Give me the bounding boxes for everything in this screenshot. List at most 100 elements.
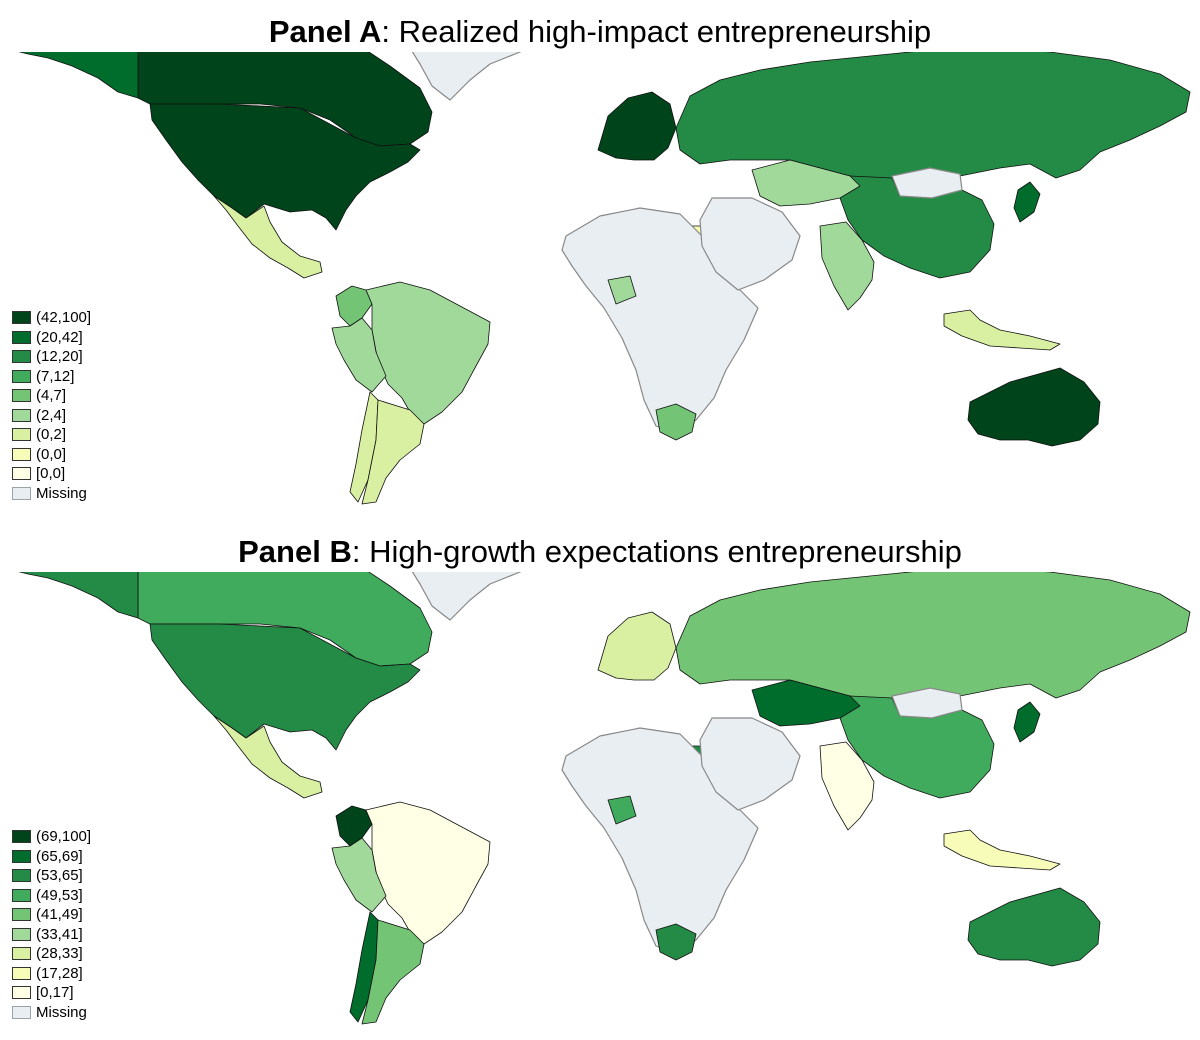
region-africa xyxy=(561,727,759,955)
region-colombia xyxy=(335,285,373,327)
region-alaska xyxy=(18,52,139,99)
panel-a-title-bold: Panel A xyxy=(268,14,382,49)
legend-a: (42,100] (20,42] (12,20] (7,12] (4,7] (2,4] (0… xyxy=(12,308,91,503)
region-indonesia xyxy=(943,829,1061,871)
legend-swatch xyxy=(12,369,31,383)
legend-swatch xyxy=(12,486,31,500)
legend-item: Missing xyxy=(12,1003,91,1023)
legend-item: (7,12] xyxy=(12,367,91,387)
region-colombia xyxy=(335,805,373,847)
legend-label: (28,33] xyxy=(36,945,83,963)
legend-label: (12,20] xyxy=(36,348,83,366)
region-russia xyxy=(675,572,1191,705)
legend-swatch xyxy=(12,908,31,922)
panel-a-title: Panel A: Realized high-impact entreprene… xyxy=(0,14,1200,50)
legend-swatch xyxy=(12,947,31,961)
region-kazakhstan xyxy=(751,159,861,207)
legend-swatch xyxy=(12,986,31,1000)
legend-swatch xyxy=(12,408,31,422)
legend-label: (4,7] xyxy=(36,387,67,405)
legend-item: (65,69] xyxy=(12,847,91,867)
world-map-a xyxy=(18,52,1191,505)
legend-label: (53,65] xyxy=(36,867,83,885)
legend-swatch xyxy=(12,311,31,325)
legend-label: (33,41] xyxy=(36,925,83,943)
legend-swatch xyxy=(12,927,31,941)
panel-b: Panel B: High-growth expectations entrep… xyxy=(0,520,1200,1040)
legend-item: (41,49] xyxy=(12,905,91,925)
legend-swatch xyxy=(12,467,31,481)
legend-label: (17,28] xyxy=(36,964,83,982)
region-nigeria xyxy=(607,275,637,305)
legend-label: (0,2] xyxy=(36,426,67,444)
legend-item: [0,0] xyxy=(12,464,91,484)
region-peru xyxy=(331,317,387,393)
region-india xyxy=(819,221,875,311)
legend-label: (7,12] xyxy=(36,367,75,385)
region-united-states xyxy=(149,623,421,751)
legend-swatch xyxy=(12,869,31,883)
region-argentina xyxy=(361,919,425,1025)
legend-swatch xyxy=(12,350,31,364)
region-kazakhstan xyxy=(751,679,861,727)
region-india xyxy=(819,741,875,831)
legend-swatch xyxy=(12,428,31,442)
region-middle-east xyxy=(699,717,801,811)
legend-item: (4,7] xyxy=(12,386,91,406)
legend-swatch xyxy=(12,830,31,844)
legend-item: (2,4] xyxy=(12,406,91,426)
legend-swatch xyxy=(12,330,31,344)
region-japan xyxy=(1013,701,1041,743)
region-united-states xyxy=(149,103,421,231)
legend-label: (65,69] xyxy=(36,847,83,865)
legend-item: (33,41] xyxy=(12,925,91,945)
region-greenland xyxy=(411,572,522,621)
region-russia xyxy=(675,52,1191,185)
legend-label: Missing xyxy=(36,484,87,502)
region-indonesia xyxy=(943,309,1061,351)
legend-item: (0,2] xyxy=(12,425,91,445)
legend-swatch xyxy=(12,1005,31,1019)
legend-item: (12,20] xyxy=(12,347,91,367)
region-mongolia xyxy=(891,687,963,719)
region-middle-east xyxy=(699,197,801,291)
region-nigeria xyxy=(607,795,637,825)
legend-label: [0,0] xyxy=(36,465,66,483)
panel-b-title-rest: : High-growth expectations entrepreneurs… xyxy=(351,534,962,569)
legend-swatch xyxy=(12,849,31,863)
region-south-africa xyxy=(655,403,697,441)
panel-b-title-bold: Panel B xyxy=(238,534,352,569)
legend-label: (0,0] xyxy=(36,445,67,463)
region-south-africa xyxy=(655,923,697,961)
region-mongolia xyxy=(891,167,963,199)
legend-b: (69,100] (65,69] (53,65] (49,53] (41,49] (33,… xyxy=(12,827,91,1022)
region-africa xyxy=(561,207,759,435)
legend-item: (42,100] xyxy=(12,308,91,328)
region-japan xyxy=(1013,181,1041,223)
legend-item: (53,65] xyxy=(12,866,91,886)
panel-a-title-rest: : Realized high-impact entrepreneurship xyxy=(381,14,932,49)
legend-item: (20,42] xyxy=(12,328,91,348)
legend-label: Missing xyxy=(36,1003,87,1021)
legend-label: (41,49] xyxy=(36,906,83,924)
region-greenland xyxy=(411,52,522,101)
region-mexico xyxy=(213,715,323,799)
legend-label: (42,100] xyxy=(36,309,92,327)
region-australia xyxy=(967,887,1101,967)
legend-swatch xyxy=(12,389,31,403)
region-scandinavia xyxy=(597,91,677,161)
legend-item: (28,33] xyxy=(12,944,91,964)
region-peru xyxy=(331,837,387,913)
region-argentina xyxy=(361,399,425,505)
legend-item: (0,0] xyxy=(12,445,91,465)
panel-b-title: Panel B: High-growth expectations entrep… xyxy=(0,534,1200,570)
legend-label: [0,17] xyxy=(36,984,74,1002)
legend-item: Missing xyxy=(12,484,91,504)
legend-item: (49,53] xyxy=(12,886,91,906)
legend-swatch xyxy=(12,888,31,902)
legend-label: (2,4] xyxy=(36,406,67,424)
region-mexico xyxy=(213,195,323,279)
legend-item: (69,100] xyxy=(12,827,91,847)
legend-label: (20,42] xyxy=(36,328,83,346)
region-alaska xyxy=(18,572,139,619)
